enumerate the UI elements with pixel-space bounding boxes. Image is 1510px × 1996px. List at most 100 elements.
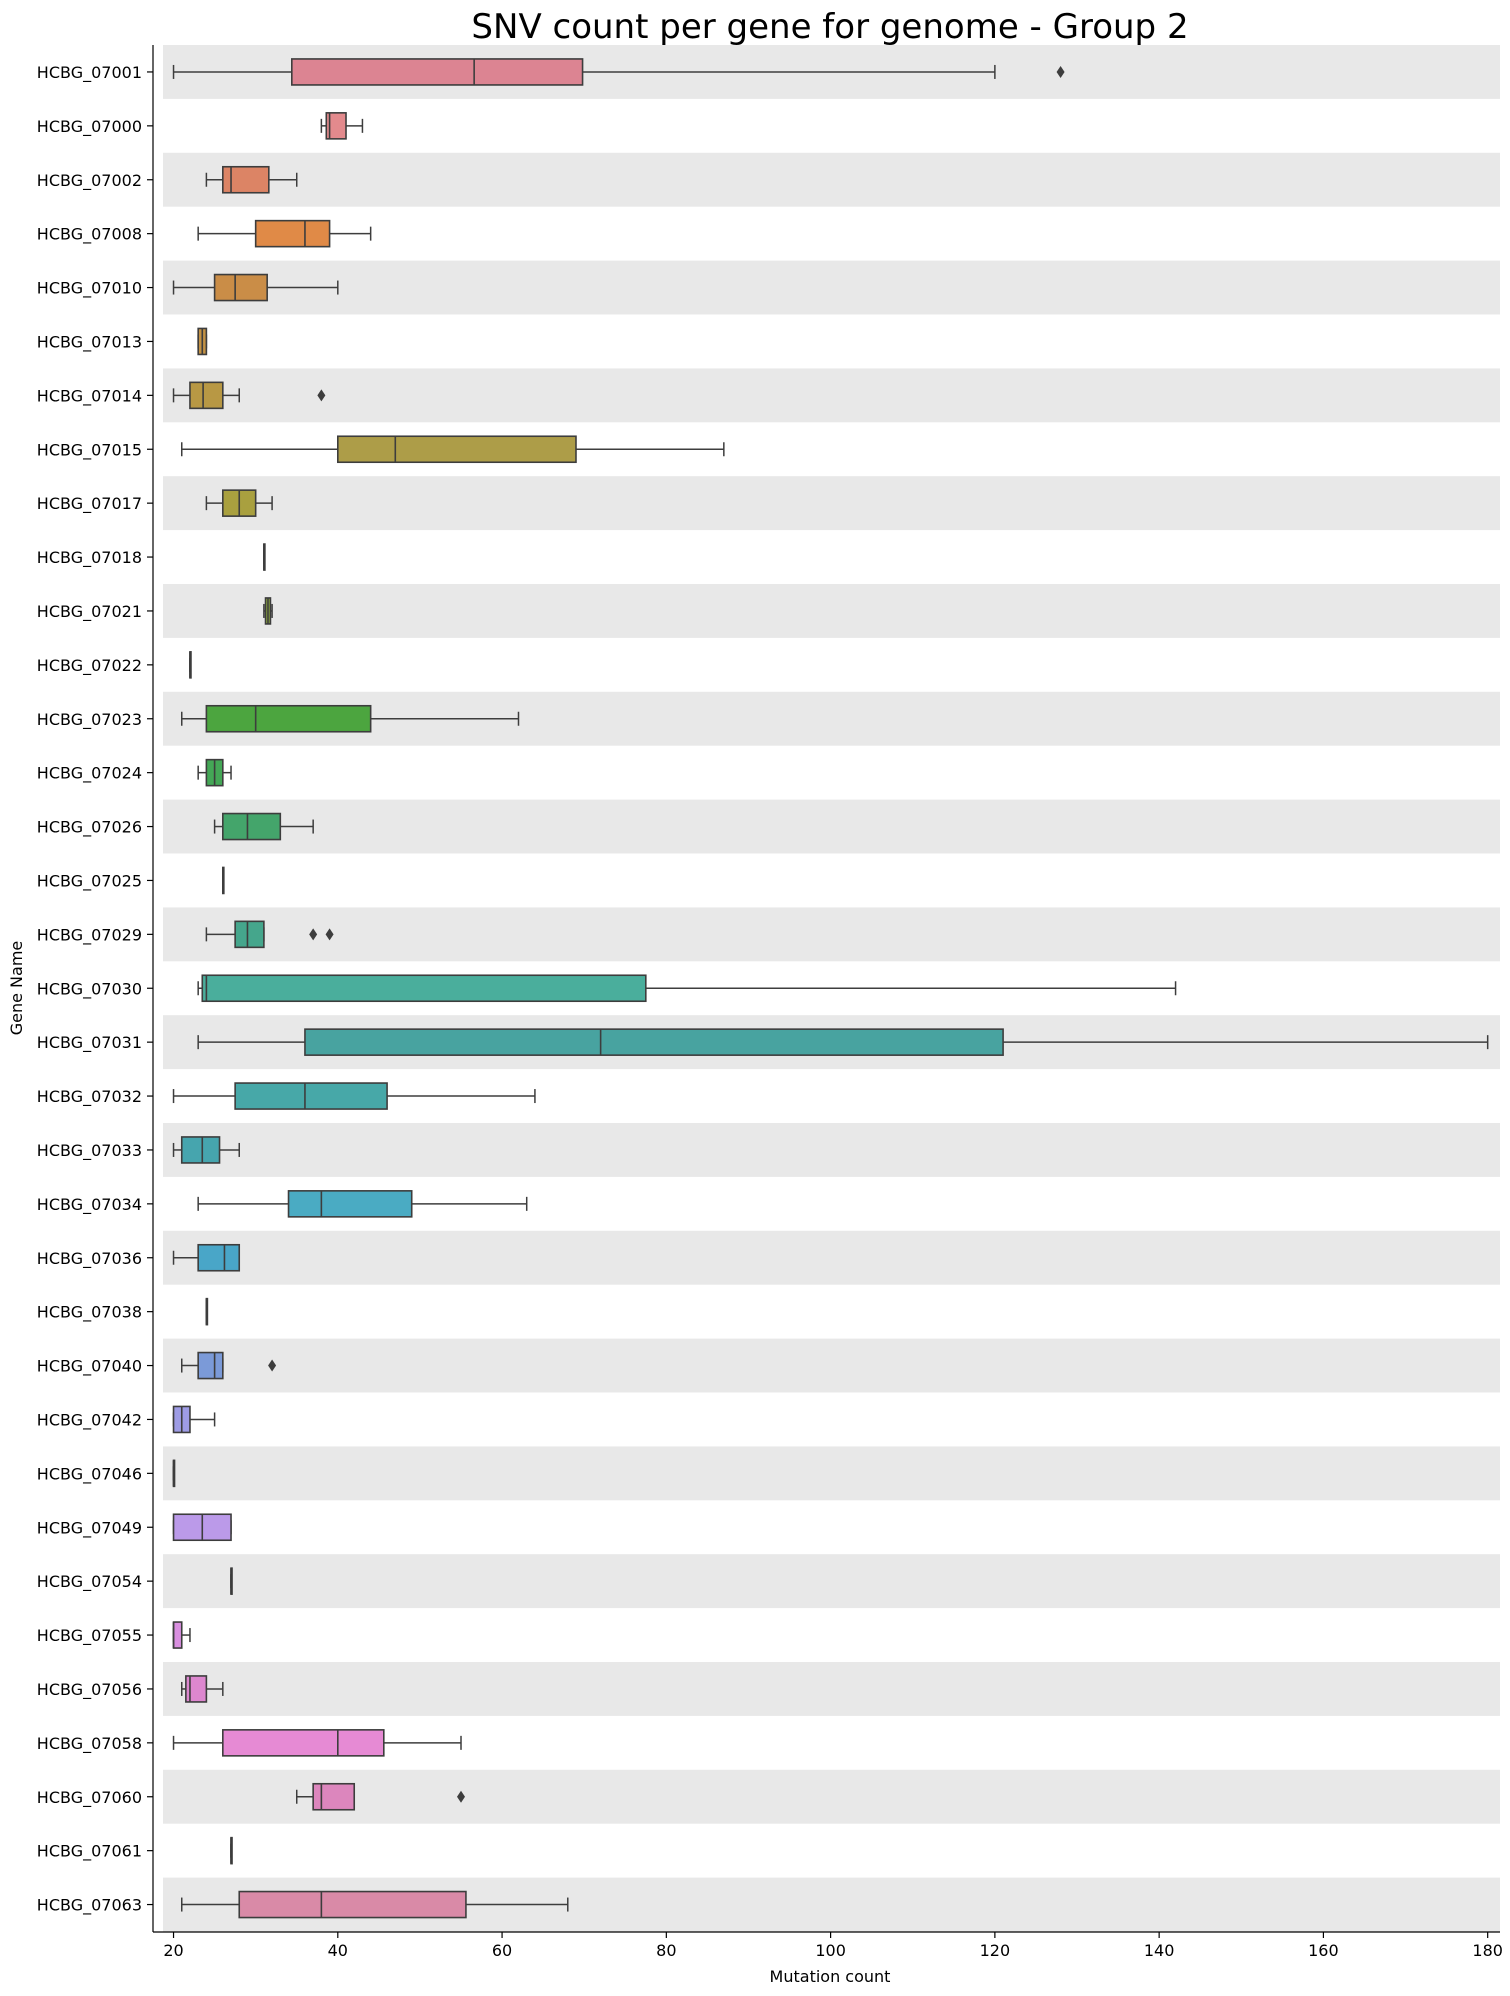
row-band bbox=[163, 1769, 1500, 1824]
y-tick-label: HCBG_07018 bbox=[37, 548, 142, 568]
box-hcbg_07032 bbox=[172, 1082, 536, 1110]
box-hcbg_07018 bbox=[263, 543, 266, 571]
x-tick-label: 180 bbox=[1472, 1941, 1503, 1960]
box-hcbg_07022 bbox=[189, 651, 192, 679]
box-hcbg_07031 bbox=[197, 1028, 1489, 1056]
box-hcbg_07058 bbox=[172, 1729, 462, 1757]
row-band bbox=[163, 584, 1500, 638]
iqr-box bbox=[197, 1243, 241, 1272]
box-hcbg_07056 bbox=[180, 1675, 224, 1703]
box-hcbg_07038 bbox=[205, 1297, 209, 1326]
box-hcbg_07015 bbox=[180, 435, 725, 464]
iqr-box bbox=[234, 920, 265, 949]
box-hcbg_07024 bbox=[197, 758, 232, 787]
iqr-box bbox=[222, 1729, 385, 1757]
iqr-box bbox=[287, 1190, 413, 1218]
y-tick-label: HCBG_07063 bbox=[37, 1896, 142, 1916]
x-tick-label: 140 bbox=[1144, 1941, 1175, 1960]
boxes-layer bbox=[172, 58, 1489, 1919]
y-tick-label: HCBG_07014 bbox=[37, 386, 142, 406]
iqr-box bbox=[172, 1621, 183, 1649]
iqr-box bbox=[238, 1890, 467, 1919]
y-tick-label: HCBG_07038 bbox=[37, 1303, 142, 1323]
outlier-marker bbox=[317, 389, 326, 402]
x-tick-label: 80 bbox=[656, 1941, 676, 1960]
iqr-box bbox=[325, 112, 347, 140]
x-tick-label: 120 bbox=[980, 1941, 1011, 1960]
y-tick-label: HCBG_07026 bbox=[37, 818, 142, 838]
iqr-box bbox=[222, 165, 270, 194]
y-tick-label: HCBG_07034 bbox=[37, 1195, 142, 1215]
x-axis-label: Mutation count bbox=[770, 1967, 891, 1986]
box-hcbg_07017 bbox=[205, 489, 273, 517]
row-band bbox=[163, 1123, 1500, 1177]
box-hcbg_07060 bbox=[295, 1782, 466, 1811]
y-tick-label: HCBG_07055 bbox=[37, 1626, 142, 1646]
y-tick-label: HCBG_07030 bbox=[37, 979, 142, 999]
outlier-marker bbox=[1056, 65, 1065, 78]
box-hcbg_07063 bbox=[180, 1890, 569, 1919]
x-tick-label: 40 bbox=[328, 1941, 348, 1960]
box-hcbg_07001 bbox=[172, 58, 1065, 86]
y-tick-label: HCBG_07040 bbox=[37, 1357, 142, 1377]
iqr-box bbox=[222, 812, 282, 841]
y-tick-label: HCBG_07049 bbox=[37, 1518, 142, 1538]
y-tick-label: HCBG_07013 bbox=[37, 332, 142, 352]
x-axis: 20 40 60 80 100 120 140 160 180 bbox=[153, 1931, 1503, 1960]
x-tick-label: 100 bbox=[815, 1941, 846, 1960]
outlier-marker bbox=[325, 928, 334, 941]
box-hcbg_07036 bbox=[172, 1243, 241, 1272]
iqr-box bbox=[234, 1082, 388, 1110]
row-band bbox=[163, 152, 1500, 207]
box-hcbg_07008 bbox=[197, 219, 372, 248]
y-tick-label: HCBG_07033 bbox=[37, 1141, 142, 1161]
row-band bbox=[163, 260, 1500, 315]
box-hcbg_07030 bbox=[197, 974, 1177, 1003]
box-hcbg_07000 bbox=[320, 112, 364, 140]
y-tick-label: HCBG_07060 bbox=[37, 1788, 142, 1808]
iqr-box bbox=[185, 1675, 208, 1703]
y-tick-label: HCBG_07061 bbox=[37, 1842, 142, 1862]
box-hcbg_07055 bbox=[172, 1621, 191, 1649]
row-band bbox=[163, 476, 1500, 531]
y-tick-label: HCBG_07058 bbox=[37, 1734, 142, 1754]
iqr-box bbox=[180, 1136, 221, 1164]
y-tick-label: HCBG_07002 bbox=[37, 171, 142, 191]
y-tick-label: HCBG_07001 bbox=[37, 63, 142, 83]
y-tick-label: HCBG_07022 bbox=[37, 656, 142, 676]
y-tick-label: HCBG_07015 bbox=[37, 440, 142, 460]
box-hcbg_07034 bbox=[197, 1190, 528, 1218]
box-hcbg_07054 bbox=[230, 1567, 233, 1595]
box-hcbg_07010 bbox=[172, 273, 339, 302]
box-hcbg_07023 bbox=[180, 704, 520, 733]
outlier-marker bbox=[457, 1790, 466, 1803]
x-tick-label: 20 bbox=[163, 1941, 183, 1960]
y-tick-label: HCBG_07046 bbox=[37, 1464, 142, 1484]
outlier-marker bbox=[309, 928, 318, 941]
y-tick-label: HCBG_07000 bbox=[37, 117, 142, 137]
y-tick-label: HCBG_07024 bbox=[37, 764, 142, 784]
box-hcbg_07049 bbox=[172, 1513, 232, 1542]
box-hcbg_07029 bbox=[205, 920, 334, 949]
y-tick-label: HCBG_07025 bbox=[37, 871, 142, 891]
box-hcbg_07033 bbox=[172, 1136, 240, 1164]
box-hcbg_07040 bbox=[180, 1351, 277, 1380]
y-tick-label: HCBG_07036 bbox=[37, 1249, 142, 1269]
y-tick-label: HCBG_07017 bbox=[37, 494, 142, 514]
y-tick-label: HCBG_07008 bbox=[37, 225, 142, 245]
y-tick-label: HCBG_07042 bbox=[37, 1410, 142, 1430]
box-hcbg_07025 bbox=[222, 866, 225, 895]
y-tick-label: HCBG_07031 bbox=[37, 1033, 142, 1053]
row-bands bbox=[163, 45, 1500, 1932]
y-axis-label: Gene Name bbox=[7, 941, 26, 1036]
x-tick-label: 60 bbox=[492, 1941, 512, 1960]
outlier-marker bbox=[268, 1359, 277, 1372]
box-hcbg_07014 bbox=[172, 381, 326, 410]
row-band bbox=[163, 1230, 1500, 1285]
iqr-box bbox=[213, 273, 268, 302]
row-band bbox=[163, 1446, 1500, 1501]
iqr-box bbox=[197, 1351, 224, 1380]
y-tick-label: HCBG_07029 bbox=[37, 925, 142, 945]
iqr-box bbox=[304, 1028, 1004, 1056]
